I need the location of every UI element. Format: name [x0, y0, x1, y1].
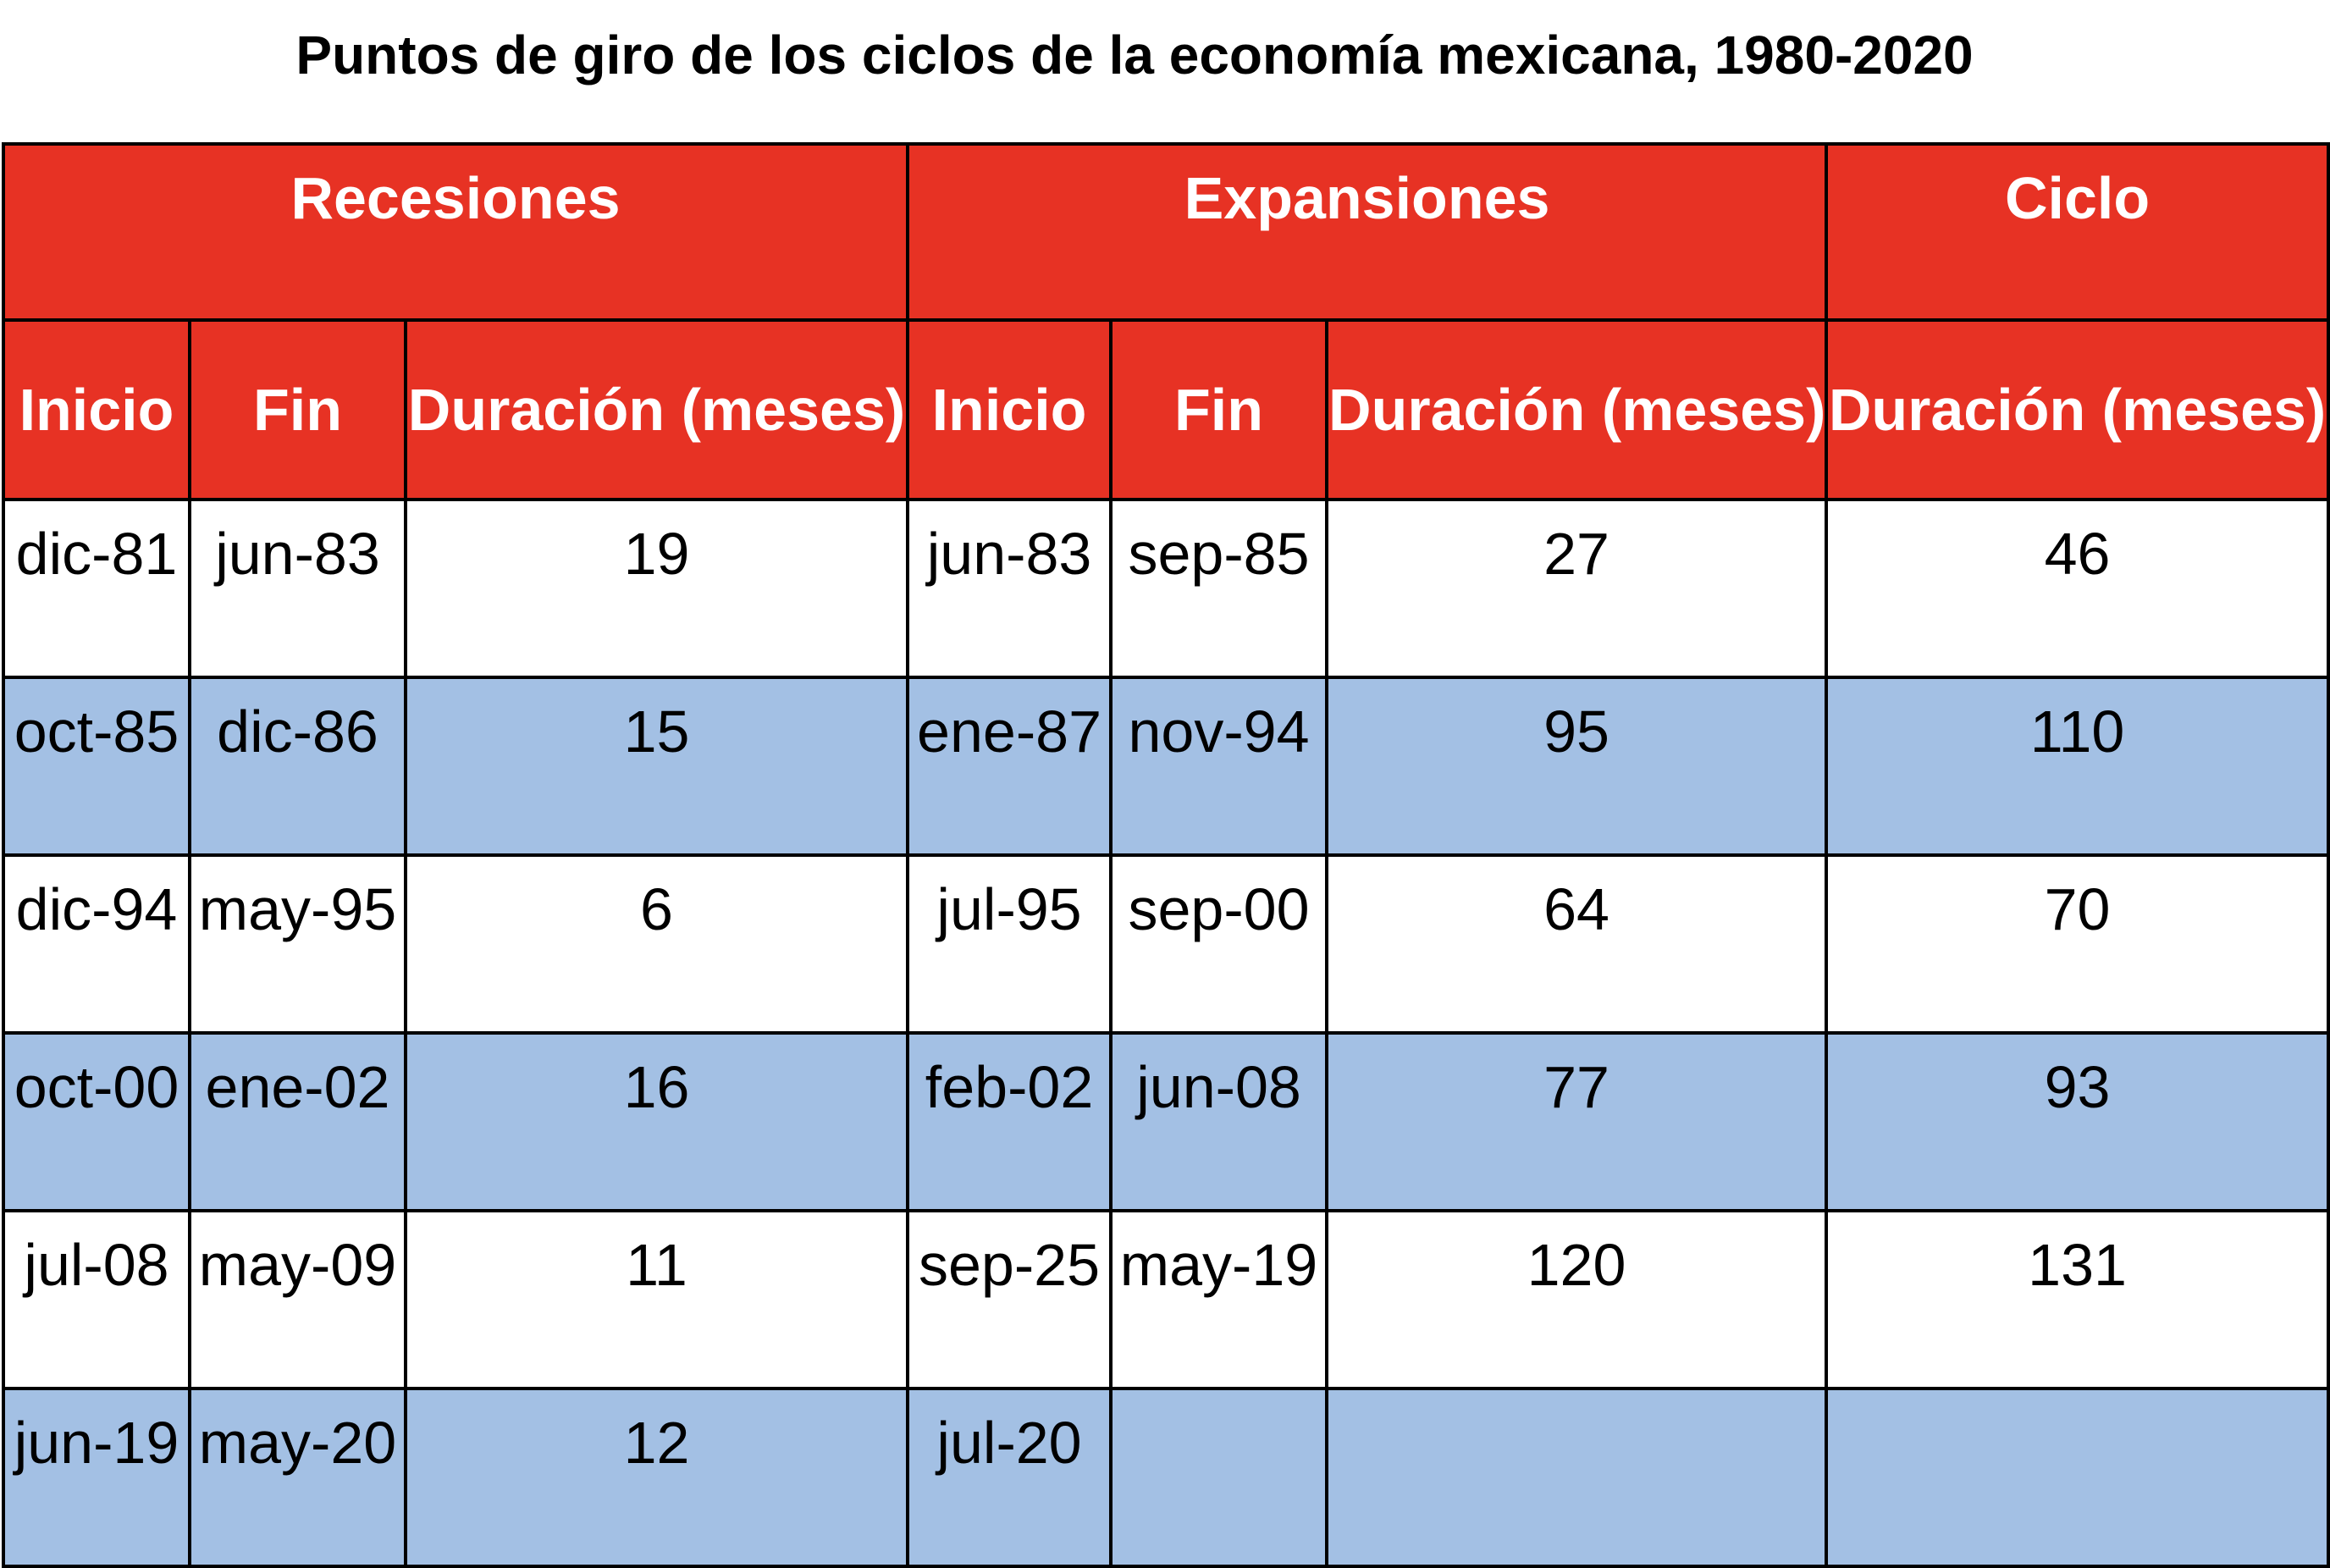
group-header-row: Recesiones Expansiones Ciclo: [1, 142, 2330, 322]
column-header-exp-inicio: Inicio: [906, 318, 1113, 501]
cell-ciclo-duracion: [1825, 1387, 2330, 1568]
cell-rec-duracion: 12: [403, 1387, 910, 1568]
cell-ciclo-duracion: 46: [1825, 498, 2330, 679]
cell-rec-fin: jun-83: [188, 498, 407, 679]
table-row: dic-94 may-95 6 jul-95 sep-00 64 70: [2, 853, 2330, 1035]
cell-rec-fin: may-20: [188, 1387, 407, 1568]
cell-exp-inicio: ene-87: [906, 676, 1113, 857]
cell-exp-fin: sep-85: [1109, 498, 1329, 679]
table-row: dic-81 jun-83 19 jun-83 sep-85 27 46: [2, 498, 2330, 679]
cell-rec-duracion: 11: [403, 1209, 910, 1390]
cell-ciclo-duracion: 70: [1825, 853, 2330, 1035]
cell-rec-fin: dic-86: [188, 676, 407, 857]
cell-rec-inicio: oct-00: [2, 1031, 191, 1212]
table-row: jul-08 may-09 11 sep-25 may-19 120 131: [2, 1209, 2330, 1390]
cell-rec-fin: may-09: [188, 1209, 407, 1390]
cell-rec-fin: may-95: [188, 853, 407, 1035]
cell-exp-duracion: 77: [1325, 1031, 1829, 1212]
cell-exp-duracion: 27: [1325, 498, 1829, 679]
cell-ciclo-duracion: 131: [1825, 1209, 2330, 1390]
column-header-exp-duracion: Duración (meses): [1325, 318, 1829, 501]
table-row: jun-19 may-20 12 jul-20: [2, 1387, 2330, 1568]
cell-rec-duracion: 19: [403, 498, 910, 679]
cell-exp-fin: sep-00: [1109, 853, 1329, 1035]
cell-exp-fin: [1109, 1387, 1329, 1568]
cell-exp-duracion: [1325, 1387, 1829, 1568]
cell-exp-inicio: jul-95: [906, 853, 1113, 1035]
cell-exp-inicio: feb-02: [906, 1031, 1113, 1212]
business-cycle-table: Recesiones Expansiones Ciclo Inicio Fin …: [1, 142, 2330, 1568]
cell-rec-inicio: jun-19: [2, 1387, 191, 1568]
cell-rec-inicio: dic-94: [2, 853, 191, 1035]
cell-ciclo-duracion: 93: [1825, 1031, 2330, 1212]
cell-ciclo-duracion: 110: [1825, 676, 2330, 857]
table-row: oct-85 dic-86 15 ene-87 nov-94 95 110: [2, 676, 2330, 857]
column-header-rec-fin: Fin: [188, 318, 407, 501]
cell-exp-duracion: 95: [1325, 676, 1829, 857]
cell-exp-duracion: 64: [1325, 853, 1829, 1035]
cell-exp-inicio: jul-20: [906, 1387, 1113, 1568]
cell-exp-inicio: jun-83: [906, 498, 1113, 679]
cell-exp-inicio: sep-25: [906, 1209, 1113, 1390]
group-header-expansiones: Expansiones: [906, 142, 1829, 322]
cell-rec-inicio: oct-85: [2, 676, 191, 857]
column-header-row: Inicio Fin Duración (meses) Inicio Fin D…: [2, 318, 2330, 501]
column-header-ciclo-duracion: Duración (meses): [1825, 318, 2330, 501]
cell-exp-fin: nov-94: [1109, 676, 1329, 857]
cell-rec-inicio: dic-81: [2, 498, 191, 679]
table-row: oct-00 ene-02 16 feb-02 jun-08 77 93: [2, 1031, 2330, 1212]
column-header-rec-inicio: Inicio: [2, 318, 191, 501]
cell-exp-fin: jun-08: [1109, 1031, 1329, 1212]
table-title: Puntos de giro de los ciclos de la econo…: [295, 25, 1974, 86]
cell-exp-fin: may-19: [1109, 1209, 1329, 1390]
cell-exp-duracion: 120: [1325, 1209, 1829, 1390]
cell-rec-fin: ene-02: [188, 1031, 407, 1212]
cell-rec-duracion: 6: [403, 853, 910, 1035]
column-header-rec-duracion: Duración (meses): [403, 318, 910, 501]
group-header-ciclo: Ciclo: [1825, 142, 2330, 322]
cell-rec-inicio: jul-08: [2, 1209, 191, 1390]
cell-rec-duracion: 15: [403, 676, 910, 857]
column-header-exp-fin: Fin: [1109, 318, 1329, 501]
cell-rec-duracion: 16: [403, 1031, 910, 1212]
group-header-recesiones: Recesiones: [1, 142, 910, 322]
